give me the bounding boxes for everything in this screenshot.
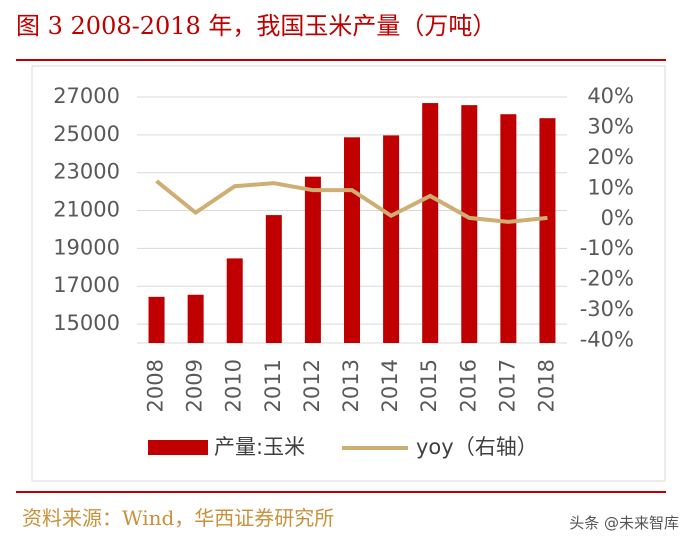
y2-tick-label: -20% bbox=[580, 267, 634, 291]
watermark: 头条 @未来智库 bbox=[569, 514, 679, 532]
bar bbox=[187, 294, 204, 343]
legend-label: 产量:玉米 bbox=[214, 435, 305, 459]
y2-tick-label: -10% bbox=[580, 236, 634, 260]
x-tick-label: 2015 bbox=[417, 359, 441, 412]
y2-tick-label: 20% bbox=[587, 145, 634, 169]
y2-tick-label: 30% bbox=[587, 114, 634, 138]
y2-tick-label: 0% bbox=[601, 206, 634, 230]
y-tick-label: 17000 bbox=[53, 273, 120, 297]
x-tick-label: 2011 bbox=[261, 359, 285, 412]
x-tick-label: 2013 bbox=[339, 359, 363, 412]
y-tick-label: 19000 bbox=[53, 235, 120, 259]
y2-tick-label: -30% bbox=[580, 297, 634, 321]
bar bbox=[461, 105, 478, 343]
y2-tick-label: 40% bbox=[587, 84, 634, 108]
y2-tick-label: -40% bbox=[580, 328, 634, 352]
y2-tick-label: 10% bbox=[587, 175, 634, 199]
bar bbox=[422, 103, 439, 343]
source: 资料来源：Wind，华西证券研究所 bbox=[22, 506, 335, 530]
legend-swatch bbox=[148, 440, 208, 455]
y-tick-label: 23000 bbox=[53, 160, 120, 184]
y-tick-label: 15000 bbox=[53, 311, 120, 335]
bar bbox=[226, 258, 243, 343]
line bbox=[155, 179, 548, 224]
y-tick-label: 25000 bbox=[53, 122, 120, 146]
x-tick-label: 2012 bbox=[300, 359, 324, 412]
bar bbox=[500, 114, 517, 343]
title: 图 3 2008-2018 年，我国玉米产量（万吨） bbox=[16, 12, 497, 40]
bar bbox=[148, 296, 165, 343]
bar bbox=[383, 135, 400, 343]
bar bbox=[304, 176, 321, 343]
bar bbox=[344, 137, 360, 343]
y-tick-label: 27000 bbox=[53, 84, 120, 108]
y-tick-label: 21000 bbox=[53, 198, 120, 222]
bar bbox=[539, 118, 556, 343]
x-tick-label: 2008 bbox=[144, 359, 168, 412]
bar bbox=[265, 215, 282, 343]
x-tick-label: 2018 bbox=[534, 359, 558, 412]
legend-label: yoy（右轴） bbox=[416, 435, 538, 459]
frame bbox=[31, 65, 666, 482]
x-tick-label: 2016 bbox=[456, 359, 480, 412]
x-tick-label: 2010 bbox=[222, 359, 246, 412]
x-tick-label: 2014 bbox=[378, 359, 402, 412]
x-tick-label: 2009 bbox=[183, 359, 207, 412]
x-tick-label: 2017 bbox=[495, 359, 519, 412]
